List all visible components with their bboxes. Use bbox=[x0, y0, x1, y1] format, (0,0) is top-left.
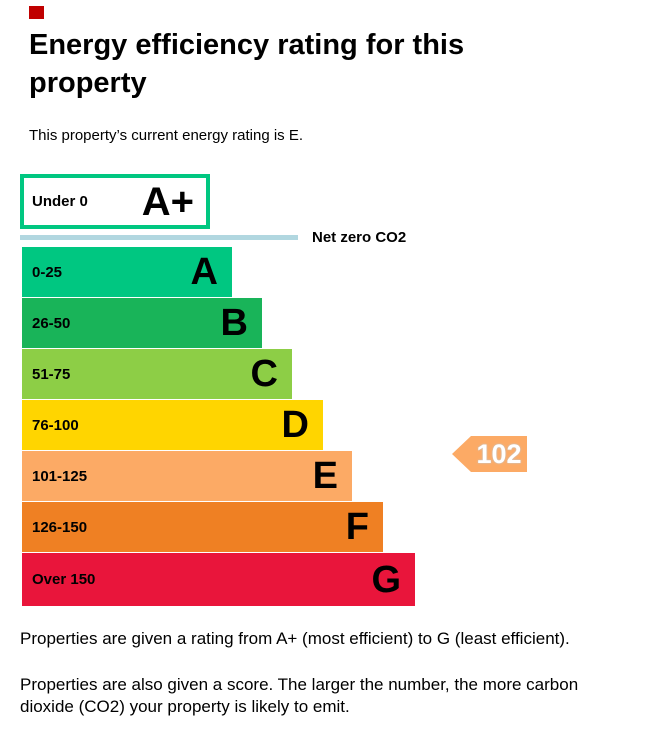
band-row-d: 76-100 D bbox=[22, 400, 323, 450]
band-letter: B bbox=[220, 302, 248, 344]
band-letter: G bbox=[371, 558, 401, 601]
band-letter: D bbox=[281, 404, 309, 446]
band-letter: A bbox=[190, 251, 218, 293]
band-row-a-plus: Under 0 A+ bbox=[20, 174, 210, 229]
band-letter: F bbox=[345, 506, 369, 548]
net-zero-label: Net zero CO2 bbox=[312, 229, 407, 246]
band-range-label: 0-25 bbox=[32, 263, 63, 281]
band-row-g: Over 150 G bbox=[22, 553, 415, 606]
score-explainer-line2: dioxide (CO2) your property is likely to… bbox=[20, 697, 350, 716]
band-row-c: 51-75 C bbox=[22, 349, 292, 399]
band-range-label: 76-100 bbox=[32, 416, 79, 434]
band-row-b: 26-50 B bbox=[22, 298, 262, 348]
score-explainer-line1: Properties are also given a score. The l… bbox=[20, 675, 579, 694]
band-range-label: 51-75 bbox=[32, 365, 71, 383]
current-score-value: 102 bbox=[471, 436, 527, 472]
left-arrow-icon bbox=[452, 436, 471, 472]
page-title-line2: property bbox=[29, 67, 147, 99]
current-score-marker: 102 bbox=[452, 436, 527, 472]
band-letter: C bbox=[250, 353, 278, 395]
band-row-f: 126-150 F bbox=[22, 502, 383, 552]
band-letter: E bbox=[312, 455, 338, 497]
page-title-line1: Energy efficiency rating for this bbox=[29, 29, 465, 61]
score-explainer-text: Properties are also given a score. The l… bbox=[20, 674, 660, 718]
band-row-e: 101-125 E bbox=[22, 451, 352, 501]
band-range-label: 101-125 bbox=[32, 467, 88, 485]
band-range-label: 26-50 bbox=[32, 314, 71, 332]
page-title: Energy efficiency rating for this propert… bbox=[29, 26, 569, 102]
net-zero-line bbox=[20, 235, 298, 240]
red-marker bbox=[29, 6, 44, 19]
band-row-a: 0-25 A bbox=[22, 247, 232, 297]
current-rating-text: This property’s current energy rating is… bbox=[29, 127, 304, 144]
band-range-label: Over 150 bbox=[32, 571, 96, 588]
rating-explainer-text: Properties are given a rating from A+ (m… bbox=[20, 629, 570, 648]
band-range-label: Under 0 bbox=[32, 193, 88, 210]
band-letter: A+ bbox=[141, 179, 194, 224]
band-rows: 0-25 A 26-50 B 51-75 C 76-100 D 101-125 E 126-150 F… bbox=[22, 247, 415, 607]
band-range-label: 126-150 bbox=[32, 518, 88, 536]
